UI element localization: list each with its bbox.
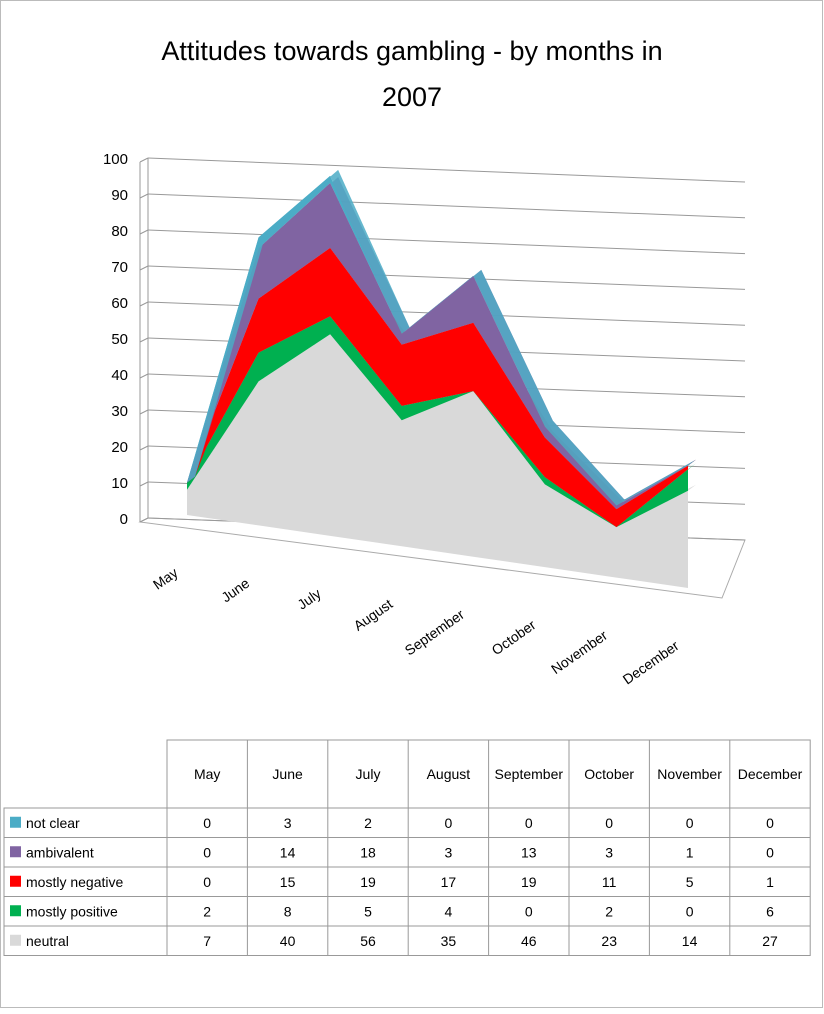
table-cell: 5 bbox=[686, 874, 694, 890]
table-header: November bbox=[657, 766, 722, 782]
y-tick bbox=[139, 157, 149, 163]
table-cell: 13 bbox=[521, 844, 537, 860]
table-header: August bbox=[427, 766, 471, 782]
table-cell: 23 bbox=[601, 933, 617, 949]
table-header: December bbox=[738, 766, 803, 782]
table-cell: 0 bbox=[766, 844, 774, 860]
table-cell: 6 bbox=[766, 903, 774, 919]
table-cell: 0 bbox=[686, 903, 694, 919]
y-tick-label: 80 bbox=[111, 223, 128, 240]
y-tick bbox=[139, 409, 149, 415]
table-cell: 8 bbox=[284, 903, 292, 919]
y-tick bbox=[139, 445, 149, 451]
table-cell: 40 bbox=[280, 933, 296, 949]
table-cell: 19 bbox=[360, 874, 376, 890]
table-cell: 19 bbox=[521, 874, 537, 890]
table-cell: 15 bbox=[280, 874, 296, 890]
legend-key bbox=[10, 905, 21, 917]
table-cell: 18 bbox=[360, 844, 376, 860]
table-header: July bbox=[356, 766, 381, 782]
table-header: May bbox=[194, 766, 220, 782]
y-tick bbox=[139, 481, 149, 487]
y-tick-label: 10 bbox=[111, 475, 128, 492]
grid-line bbox=[147, 157, 746, 183]
table-cell: 4 bbox=[445, 903, 453, 919]
y-tick-label: 90 bbox=[111, 187, 128, 204]
table-cell: 0 bbox=[525, 815, 533, 831]
table-cell: 1 bbox=[686, 844, 694, 860]
table-cell: 0 bbox=[686, 815, 694, 831]
legend-key bbox=[10, 934, 21, 946]
table-cell: 3 bbox=[605, 844, 613, 860]
table-cell: 0 bbox=[525, 903, 533, 919]
area bbox=[187, 247, 688, 528]
table-cell: 2 bbox=[364, 815, 372, 831]
table-header: October bbox=[584, 766, 634, 782]
table-cell: 0 bbox=[445, 815, 453, 831]
legend-key bbox=[10, 846, 21, 858]
table-cell: 17 bbox=[441, 874, 457, 890]
y-tick-label: 0 bbox=[120, 511, 128, 528]
table-cell: 2 bbox=[203, 903, 211, 919]
table-header: June bbox=[272, 766, 303, 782]
grid-line bbox=[147, 265, 746, 290]
y-tick-label: 60 bbox=[111, 295, 128, 312]
table-cell: 0 bbox=[766, 815, 774, 831]
y-tick-label: 100 bbox=[103, 151, 128, 168]
legend-label: neutral bbox=[26, 933, 69, 949]
table-cell: 56 bbox=[360, 933, 376, 949]
table-cell: 27 bbox=[762, 933, 778, 949]
table-cell: 14 bbox=[280, 844, 296, 860]
table-cell: 3 bbox=[445, 844, 453, 860]
legend-label: ambivalent bbox=[26, 844, 94, 860]
table-cell: 46 bbox=[521, 933, 537, 949]
y-tick bbox=[139, 193, 149, 199]
y-tick bbox=[139, 265, 149, 271]
y-tick-label: 50 bbox=[111, 331, 128, 348]
y-tick bbox=[139, 337, 149, 343]
table-cell: 14 bbox=[682, 933, 698, 949]
legend-label: not clear bbox=[26, 815, 80, 831]
legend-key bbox=[10, 816, 21, 828]
legend-label: mostly negative bbox=[26, 874, 123, 890]
y-tick-label: 70 bbox=[111, 259, 128, 276]
table-cell: 2 bbox=[605, 903, 613, 919]
area bbox=[187, 334, 688, 588]
y-tick-label: 40 bbox=[111, 367, 128, 384]
y-tick-label: 20 bbox=[111, 439, 128, 456]
grid-line bbox=[147, 229, 746, 255]
table-header: September bbox=[495, 766, 564, 782]
y-tick bbox=[139, 517, 149, 523]
table-cell: 7 bbox=[203, 933, 211, 949]
grid-line bbox=[147, 193, 746, 219]
y-tick-label: 30 bbox=[111, 403, 128, 420]
legend-key bbox=[10, 875, 21, 887]
chart-title: Attitudes towards gambling - by months i… bbox=[161, 36, 662, 112]
table-cell: 3 bbox=[284, 815, 292, 831]
table-cell: 11 bbox=[602, 874, 617, 890]
y-tick bbox=[139, 301, 149, 307]
table-cell: 1 bbox=[766, 874, 774, 890]
table-cell: 0 bbox=[203, 844, 211, 860]
y-tick bbox=[139, 229, 149, 235]
table-cell: 0 bbox=[605, 815, 613, 831]
legend-label: mostly positive bbox=[26, 903, 118, 919]
table-cell: 35 bbox=[441, 933, 457, 949]
table-cell: 5 bbox=[364, 903, 372, 919]
y-tick bbox=[139, 373, 149, 379]
table-cell: 0 bbox=[203, 874, 211, 890]
table-cell: 0 bbox=[203, 815, 211, 831]
